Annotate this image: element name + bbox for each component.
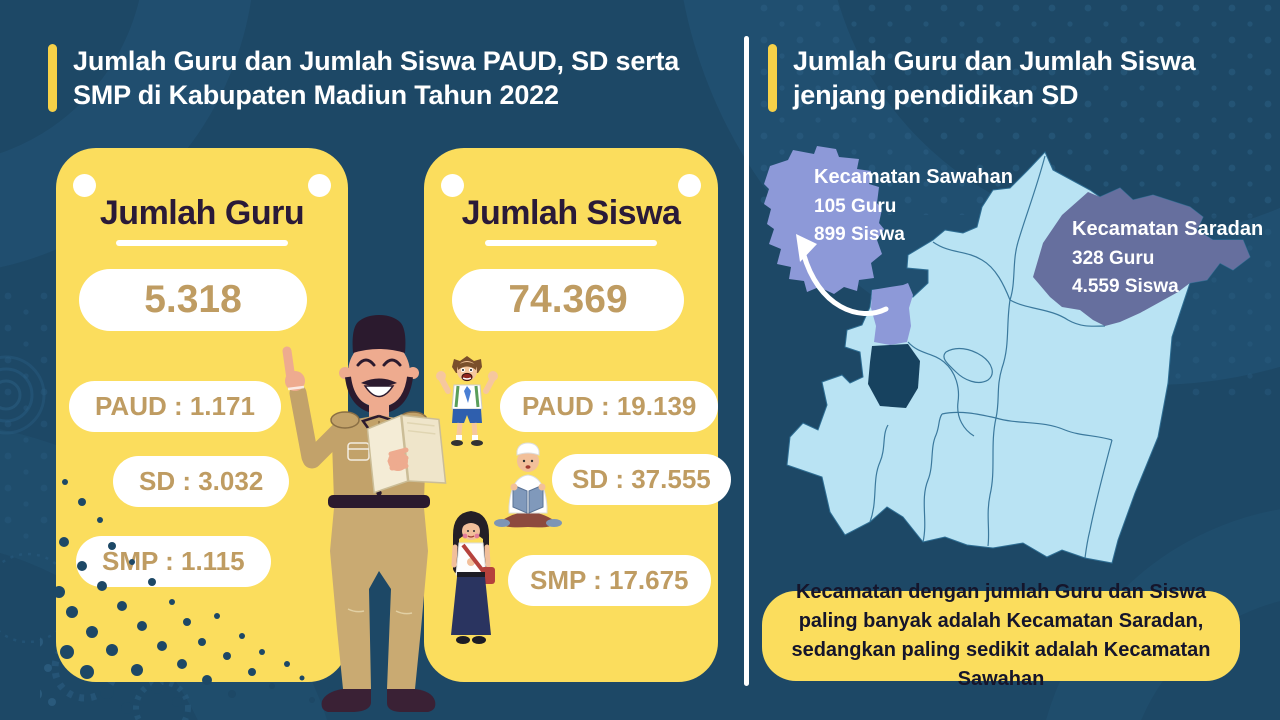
card-underline <box>485 240 657 246</box>
saradan-map-label: Kecamatan Saradan 328 Guru 4.559 Siswa <box>1072 218 1263 304</box>
conclusion-note-box: Kecamatan dengan jumlah Guru dan Siswa p… <box>762 581 1240 690</box>
girl-student-illustration <box>451 511 495 644</box>
card-corner-dot <box>308 174 331 197</box>
teacher-illustration <box>282 315 447 712</box>
right-section-title: Jumlah Guru dan Jumlah Siswa jenjang pen… <box>768 44 1233 112</box>
sawahan-map-label: Kecamatan Sawahan 105 Guru 899 Siswa <box>814 166 1013 252</box>
saradan-name: Kecamatan Saradan <box>1072 218 1264 240</box>
kabupaten-madiun-map: Kecamatan Sawahan 105 Guru 899 Siswa Kec… <box>760 130 1280 590</box>
title-accent-bar <box>768 44 777 112</box>
card-corner-dot <box>73 174 96 197</box>
siswa-paud-pill: PAUD : 19.139 <box>500 381 719 432</box>
saradan-siswa: 4.559 Siswa <box>1072 276 1179 297</box>
siswa-card-title: Jumlah Siswa <box>461 194 681 232</box>
saradan-guru: 328 Guru <box>1072 248 1155 269</box>
left-section-title: Jumlah Guru dan Jumlah Siswa PAUD, SD se… <box>48 44 733 112</box>
map-svg <box>764 146 1251 564</box>
reading-student-illustration <box>494 442 562 528</box>
card-corner-dot <box>678 174 701 197</box>
guru-card: Jumlah Guru 5.318 PAUD : 1.171 SD : 3.03… <box>56 148 348 682</box>
guru-smp-pill: SMP : 1.115 <box>76 536 271 587</box>
zoom-arrow <box>800 249 889 316</box>
guru-total-pill: 5.318 <box>79 269 307 331</box>
sawahan-guru: 105 Guru <box>814 196 897 217</box>
guru-sd-pill: SD : 3.032 <box>113 456 290 507</box>
siswa-card: Jumlah Siswa 74.369 PAUD : 19.139 SD : 3… <box>424 148 731 682</box>
sawahan-siswa: 899 Siswa <box>814 224 905 245</box>
cheering-student-illustration <box>436 356 498 446</box>
left-title-text: Jumlah Guru dan Jumlah Siswa PAUD, SD se… <box>73 46 680 110</box>
conclusion-note-text: Kecamatan dengan jumlah Guru dan Siswa p… <box>791 581 1211 690</box>
guru-paud-pill: PAUD : 1.171 <box>69 381 281 432</box>
siswa-smp-pill: SMP : 17.675 <box>508 555 711 606</box>
siswa-total-pill: 74.369 <box>452 269 684 331</box>
siswa-sd-pill: SD : 37.555 <box>552 454 731 505</box>
title-accent-bar <box>48 44 57 112</box>
right-title-text: Jumlah Guru dan Jumlah Siswa jenjang pen… <box>793 46 1196 110</box>
sawahan-name: Kecamatan Sawahan <box>814 166 1013 188</box>
card-corner-dot <box>441 174 464 197</box>
section-divider <box>744 36 749 686</box>
guru-card-title: Jumlah Guru <box>99 194 305 232</box>
card-underline <box>116 240 288 246</box>
